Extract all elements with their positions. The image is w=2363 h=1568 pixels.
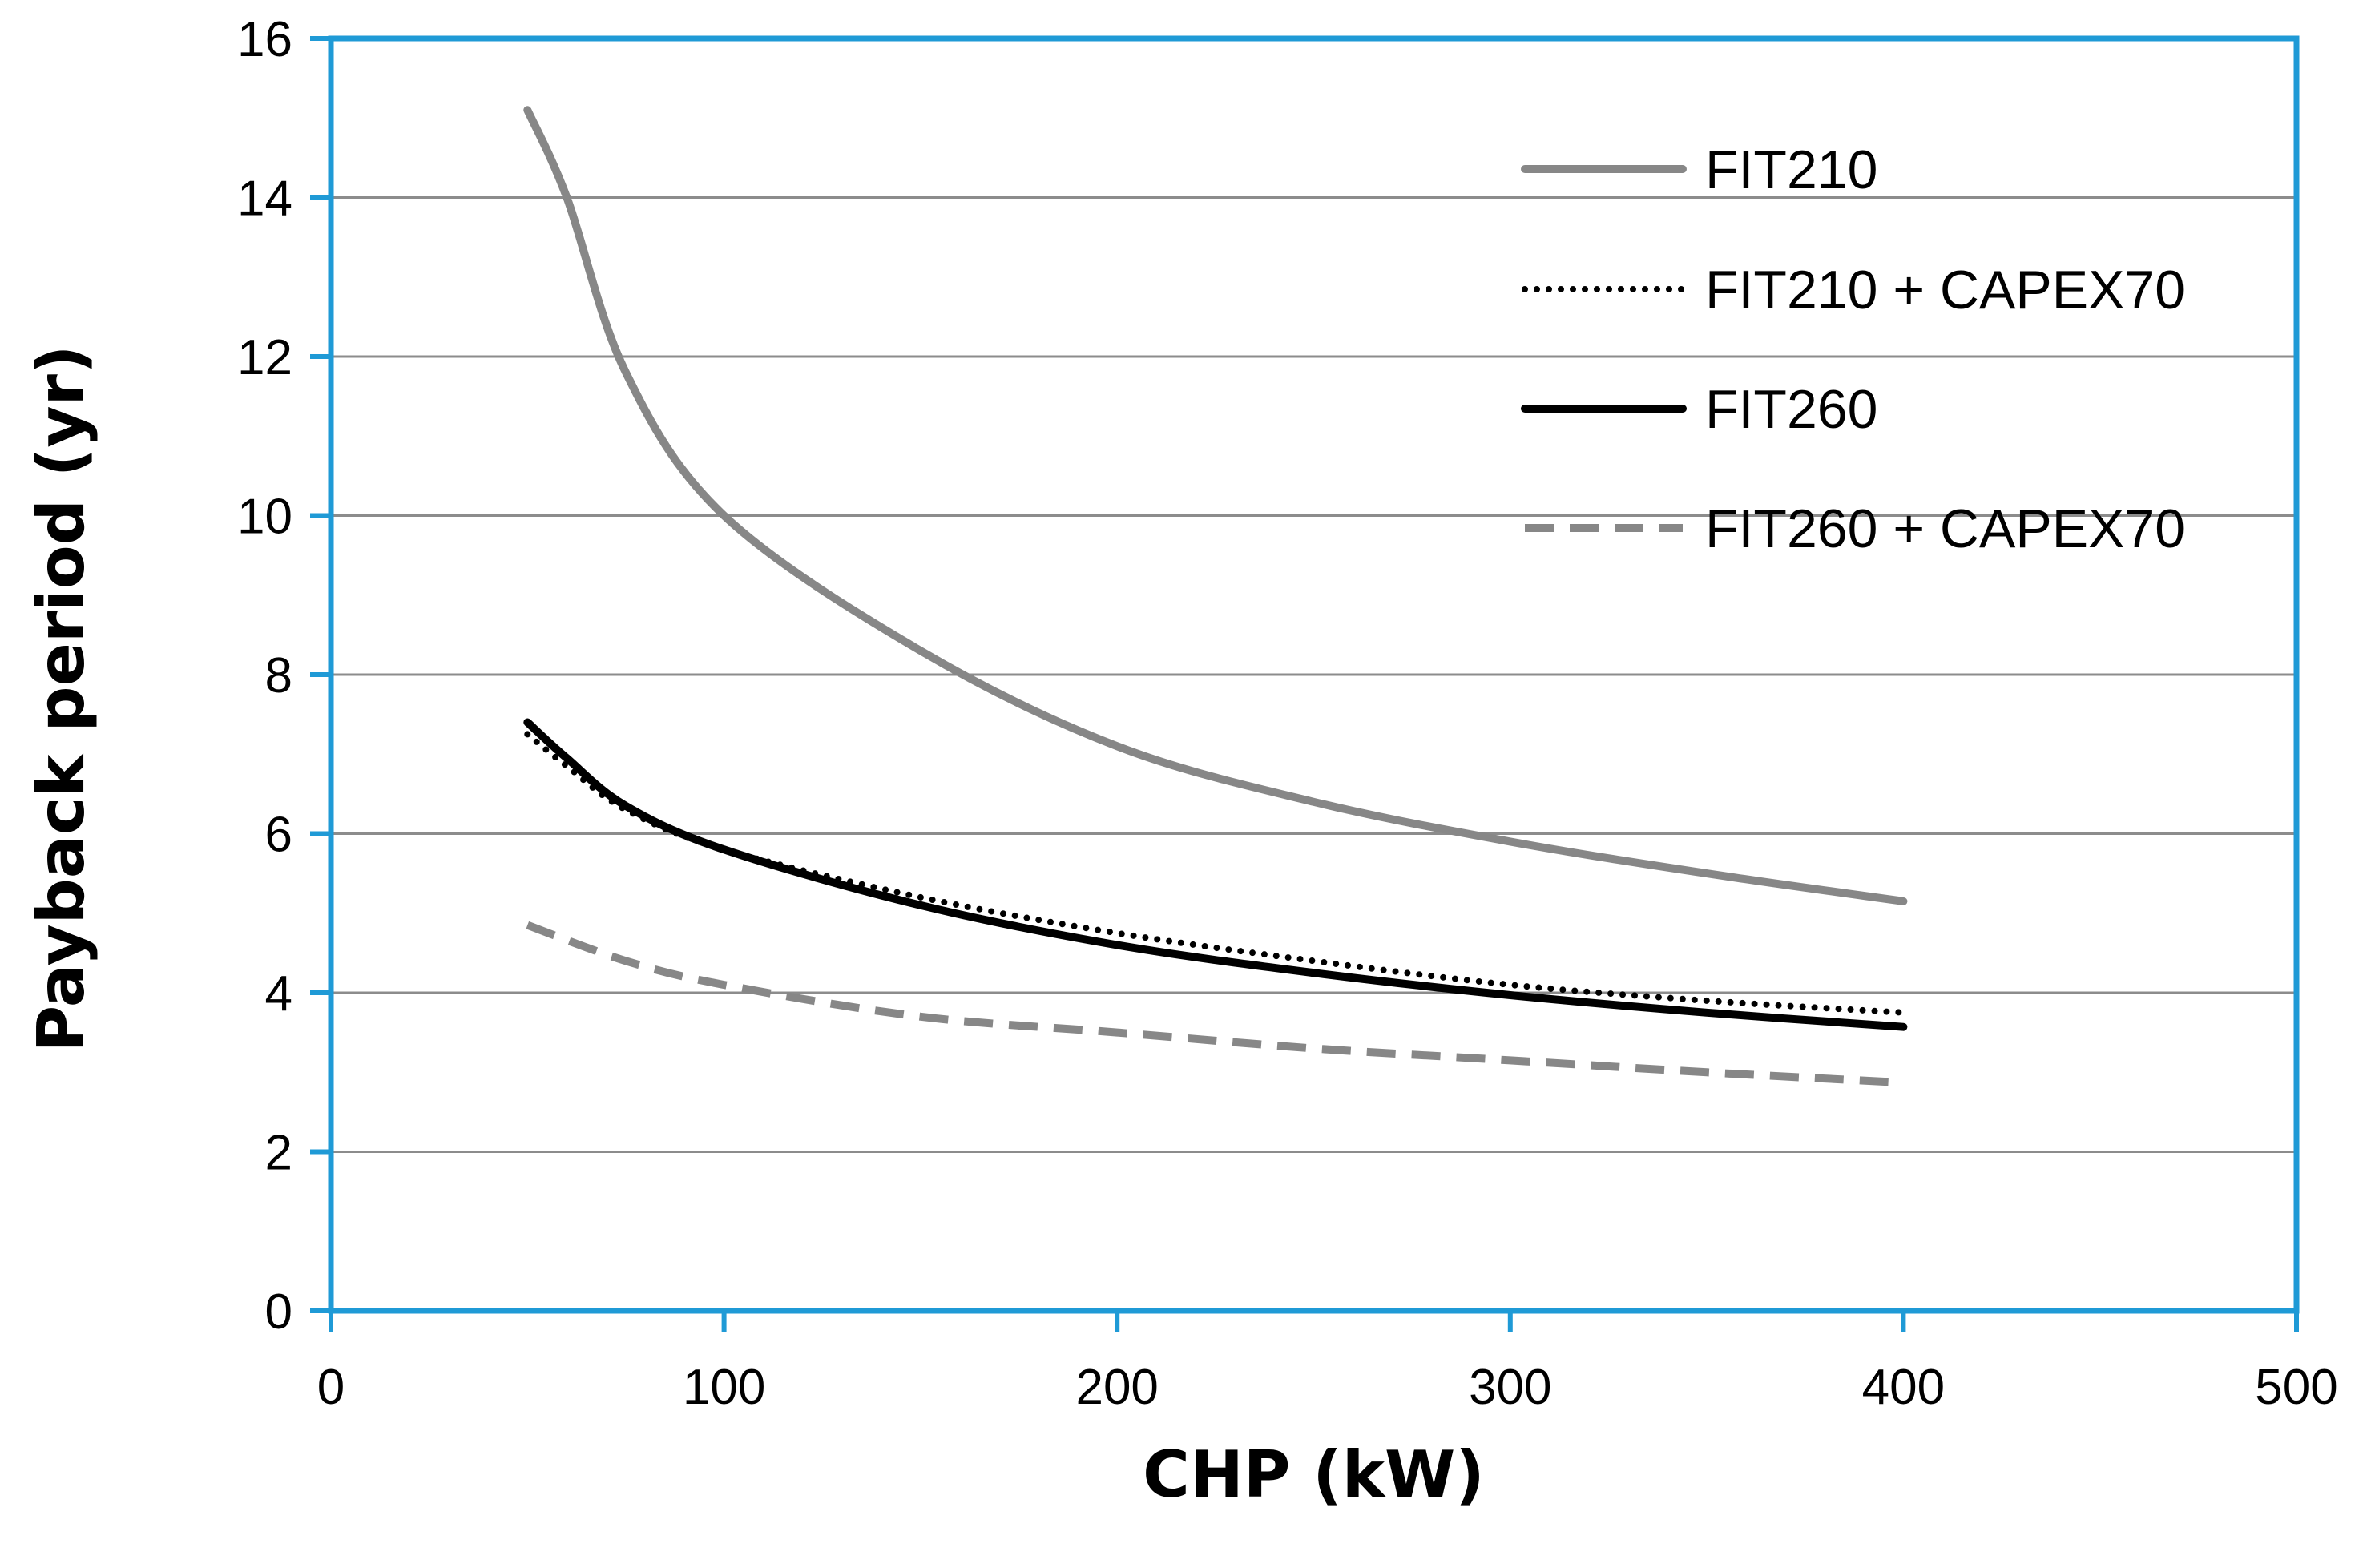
series-line-fit260-capex70 xyxy=(526,921,1904,1087)
axis-ticks: 0 2 4 6 8 10 12 14 16 0 100 200 300 400 500 xyxy=(237,12,2338,1415)
legend-label-fit260: FIT260 xyxy=(1705,379,1877,440)
series-line-fit210-capex70 xyxy=(524,731,1907,1016)
y-tick-label-10: 10 xyxy=(237,490,292,545)
y-tick-label-6: 6 xyxy=(265,808,292,863)
y-tick-label-12: 12 xyxy=(237,330,292,385)
series-line-fit260 xyxy=(523,718,1908,1031)
legend-label-fit210: FIT210 xyxy=(1705,139,1877,200)
x-tick-label-300: 300 xyxy=(1469,1360,1551,1415)
y-tick-label-0: 0 xyxy=(265,1284,292,1340)
y-tick-label-8: 8 xyxy=(265,648,292,703)
series-lines xyxy=(523,106,1908,1087)
x-axis-title: CHP (kW) xyxy=(1143,1437,1485,1512)
y-tick-label-16: 16 xyxy=(237,12,292,67)
gridlines xyxy=(331,37,2296,1153)
x-tick-label-0: 0 xyxy=(317,1360,345,1415)
x-tick-label-100: 100 xyxy=(683,1360,765,1415)
legend-label-fit210-capex70: FIT210 + CAPEX70 xyxy=(1705,260,2185,320)
y-tick-label-2: 2 xyxy=(265,1126,292,1181)
x-tick-label-400: 400 xyxy=(1862,1360,1945,1415)
x-tick-label-200: 200 xyxy=(1075,1360,1158,1415)
y-axis-title: Payback period (yr) xyxy=(24,345,99,1052)
legend: FIT210 FIT210 + CAPEX70 FIT260 FIT260 + CAP… xyxy=(1521,139,2185,559)
legend-label-fit260-capex70: FIT260 + CAPEX70 xyxy=(1705,498,2185,559)
y-tick-label-4: 4 xyxy=(265,966,292,1022)
series-line-fit210 xyxy=(523,106,1908,905)
y-tick-label-14: 14 xyxy=(237,171,292,227)
x-tick-label-500: 500 xyxy=(2255,1360,2337,1415)
